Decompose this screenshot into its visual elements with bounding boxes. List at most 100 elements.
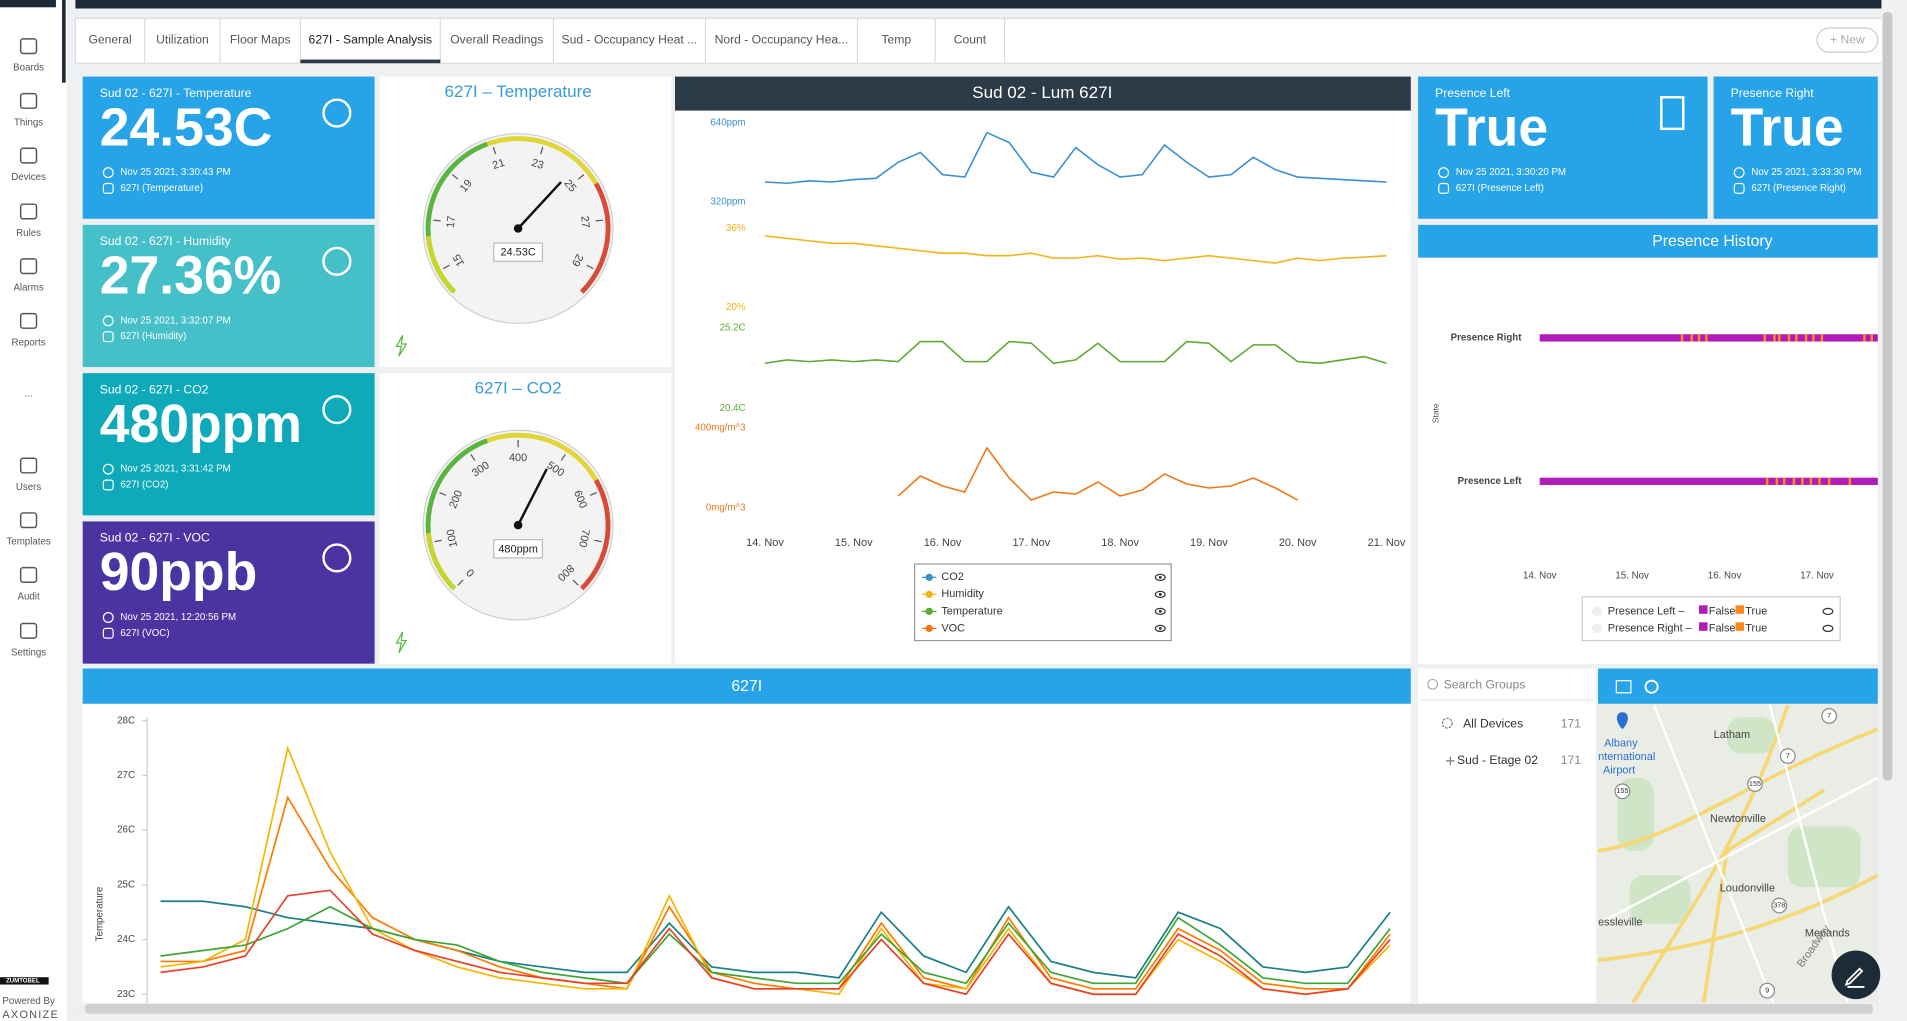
road-shield <box>1779 748 1796 764</box>
map-label: Menands <box>1805 927 1851 939</box>
nav-label[interactable]: Alarms <box>13 283 43 294</box>
nav-icon <box>19 457 38 474</box>
chart-title: 627I <box>731 678 762 695</box>
tab[interactable]: 627I - Sample Analysis <box>309 32 433 46</box>
map-road <box>1628 704 1790 1010</box>
state-true <box>1809 477 1813 485</box>
x-tick-label: 15. Nov <box>835 537 873 549</box>
tab[interactable]: Temp <box>881 32 911 46</box>
nav-label[interactable]: Rules <box>16 228 41 239</box>
y-tick-label: 23C <box>117 989 135 1000</box>
nav-label[interactable]: Boards <box>13 63 44 74</box>
tile-value: 90ppb <box>100 543 258 602</box>
h-scroll-thumb[interactable] <box>85 1003 1873 1014</box>
tile-time: Nov 25 2021, 3:33:30 PM <box>1751 167 1861 178</box>
tab[interactable]: Overall Readings <box>450 32 543 46</box>
legend-label: True <box>1745 605 1767 617</box>
gauge-tick <box>433 219 441 222</box>
series-line <box>764 235 1387 264</box>
legend-eye[interactable] <box>1154 607 1166 616</box>
legend-eye[interactable] <box>1822 624 1834 633</box>
map-label: Newtonville <box>1710 813 1766 825</box>
legend-swatch <box>1699 622 1708 631</box>
legend-eye-pupil <box>1158 626 1162 630</box>
tab[interactable]: Utilization <box>156 32 209 46</box>
tile <box>82 224 375 368</box>
nav-icon <box>19 312 38 329</box>
edit-button[interactable] <box>1831 950 1881 1000</box>
search-icon <box>1427 678 1439 690</box>
state-true <box>1827 477 1831 485</box>
tab[interactable]: Sud - Occupancy Heat ... <box>562 32 698 46</box>
map-label: Latham <box>1714 729 1750 741</box>
tile-value: 480ppm <box>100 395 302 454</box>
gauge-tick-label: 17 <box>445 215 458 228</box>
road-shield-label: 7 <box>1786 751 1790 760</box>
nav-icon <box>19 512 38 529</box>
legend-box <box>913 563 1172 642</box>
group-name[interactable]: All Devices <box>1463 717 1523 731</box>
nav-label[interactable]: Settings <box>11 647 46 658</box>
legend-label: VOC <box>941 622 965 634</box>
device-icon <box>102 479 114 491</box>
sidebar <box>0 0 67 1021</box>
gauge-band <box>580 478 611 591</box>
legend-eye[interactable] <box>1154 624 1166 633</box>
nav-label[interactable]: Devices <box>11 172 46 183</box>
gauge-needle <box>517 468 548 526</box>
legend-box <box>1581 596 1841 642</box>
gauge-tick-label: 21 <box>491 157 506 172</box>
nav-label[interactable]: Users <box>16 482 42 493</box>
tab[interactable]: General <box>88 32 131 46</box>
state-true <box>1812 334 1815 342</box>
series-line <box>764 340 1387 365</box>
v-scroll-thumb[interactable] <box>1882 12 1893 781</box>
road-shield <box>1771 897 1788 914</box>
groups-panel <box>1418 668 1596 1009</box>
airport-pin <box>1616 712 1628 730</box>
group-name[interactable]: Sud - Etage 02 <box>1457 753 1538 767</box>
map-park <box>1787 826 1861 888</box>
map-road <box>1597 727 1879 853</box>
legend-eye[interactable] <box>1822 607 1834 616</box>
gauge-tick <box>589 491 597 496</box>
legend-swatch <box>1735 605 1745 614</box>
map-icon[interactable] <box>1615 680 1632 694</box>
nav-label[interactable]: Reports <box>12 337 46 348</box>
device-icon <box>1438 182 1450 194</box>
nav-label[interactable]: ... <box>25 388 33 399</box>
tile-title: Sud 02 - 627I - Humidity <box>100 234 232 248</box>
state-true <box>1782 477 1786 485</box>
sidebar-marker <box>62 0 66 83</box>
x-tick-label: 16. Nov <box>924 537 962 549</box>
device-icon <box>102 331 114 343</box>
map-park <box>1629 875 1691 924</box>
search-input[interactable]: Search Groups <box>1444 678 1526 692</box>
tile-device: 627I (Temperature) <box>120 183 203 194</box>
new-button[interactable] <box>1816 27 1879 53</box>
gauge-tick-label: 400 <box>509 452 527 464</box>
device-icon <box>1733 182 1745 194</box>
tab[interactable]: Count <box>954 32 987 46</box>
state-true <box>1792 477 1796 485</box>
power-icon[interactable] <box>1644 679 1659 694</box>
nav-label[interactable]: Audit <box>17 591 39 602</box>
tab[interactable]: Floor Maps <box>230 32 291 46</box>
map-street <box>1652 704 1777 1010</box>
tile <box>82 521 375 664</box>
series-line <box>160 905 1391 985</box>
nav-label[interactable]: Things <box>14 117 43 128</box>
x-tick-label: 14. Nov <box>746 537 784 549</box>
tab[interactable]: Nord - Occupancy Hea... <box>715 32 849 46</box>
gauge-tick <box>470 454 476 461</box>
legend-label: CO2 <box>941 571 964 583</box>
legend-eye[interactable] <box>1154 590 1166 599</box>
nav-icon <box>19 258 38 275</box>
gauge-tick <box>451 174 459 180</box>
x-tick-label: 18. Nov <box>1101 537 1139 549</box>
nav-label[interactable]: Templates <box>6 537 50 548</box>
legend-eye[interactable] <box>1154 573 1166 581</box>
state-true <box>1804 334 1808 342</box>
tile-icon <box>322 98 352 128</box>
